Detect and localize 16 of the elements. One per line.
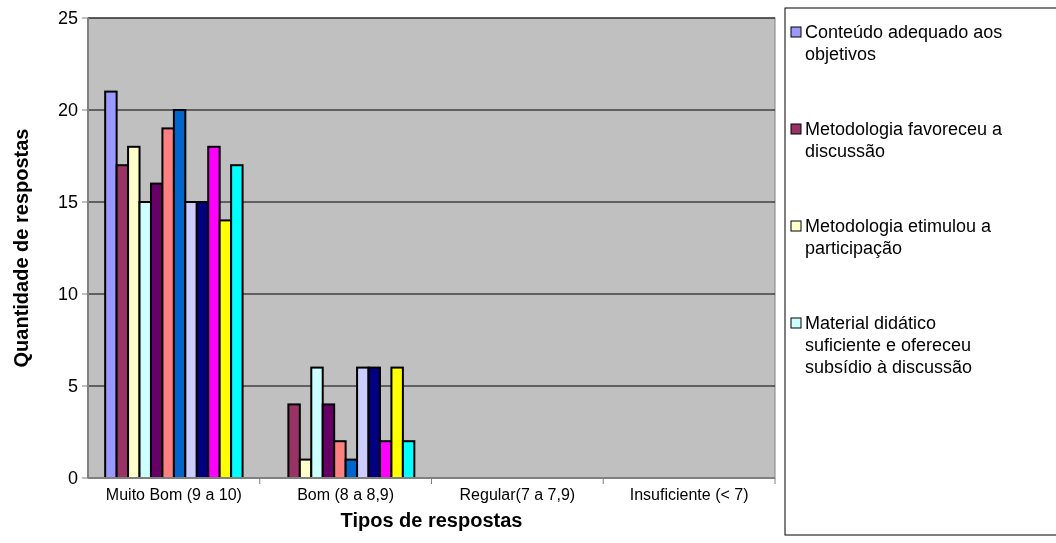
y-axis-title: Quantidade de respostas (10, 128, 32, 368)
x-tick-label: Bom (8 a 8,9) (297, 486, 395, 503)
x-tick-label: Insuficiente (< 7) (629, 486, 749, 503)
y-tick-label: 25 (57, 8, 78, 29)
x-axis-title: Tipos de respostas (340, 509, 523, 531)
legend-label: Metodologia etimulou a participação (805, 216, 993, 258)
legend-label: Material didático suficiente e ofereceu subsídio à discussão (805, 313, 973, 377)
y-tick-label: 20 (57, 100, 78, 121)
y-tick-label: 15 (57, 192, 78, 213)
y-tick-label: 5 (67, 376, 78, 397)
x-tick-label: Regular(7 a 7,9) (459, 486, 576, 503)
legend-label: Conteúdo adequado aos objetivos (805, 22, 1003, 64)
x-tick-label: Muito Bom (9 a 10) (105, 486, 242, 503)
legend-label: Metodologia favoreceu a discussão (805, 119, 1004, 161)
y-tick-label: 0 (67, 468, 78, 489)
y-tick-label: 10 (57, 284, 78, 305)
